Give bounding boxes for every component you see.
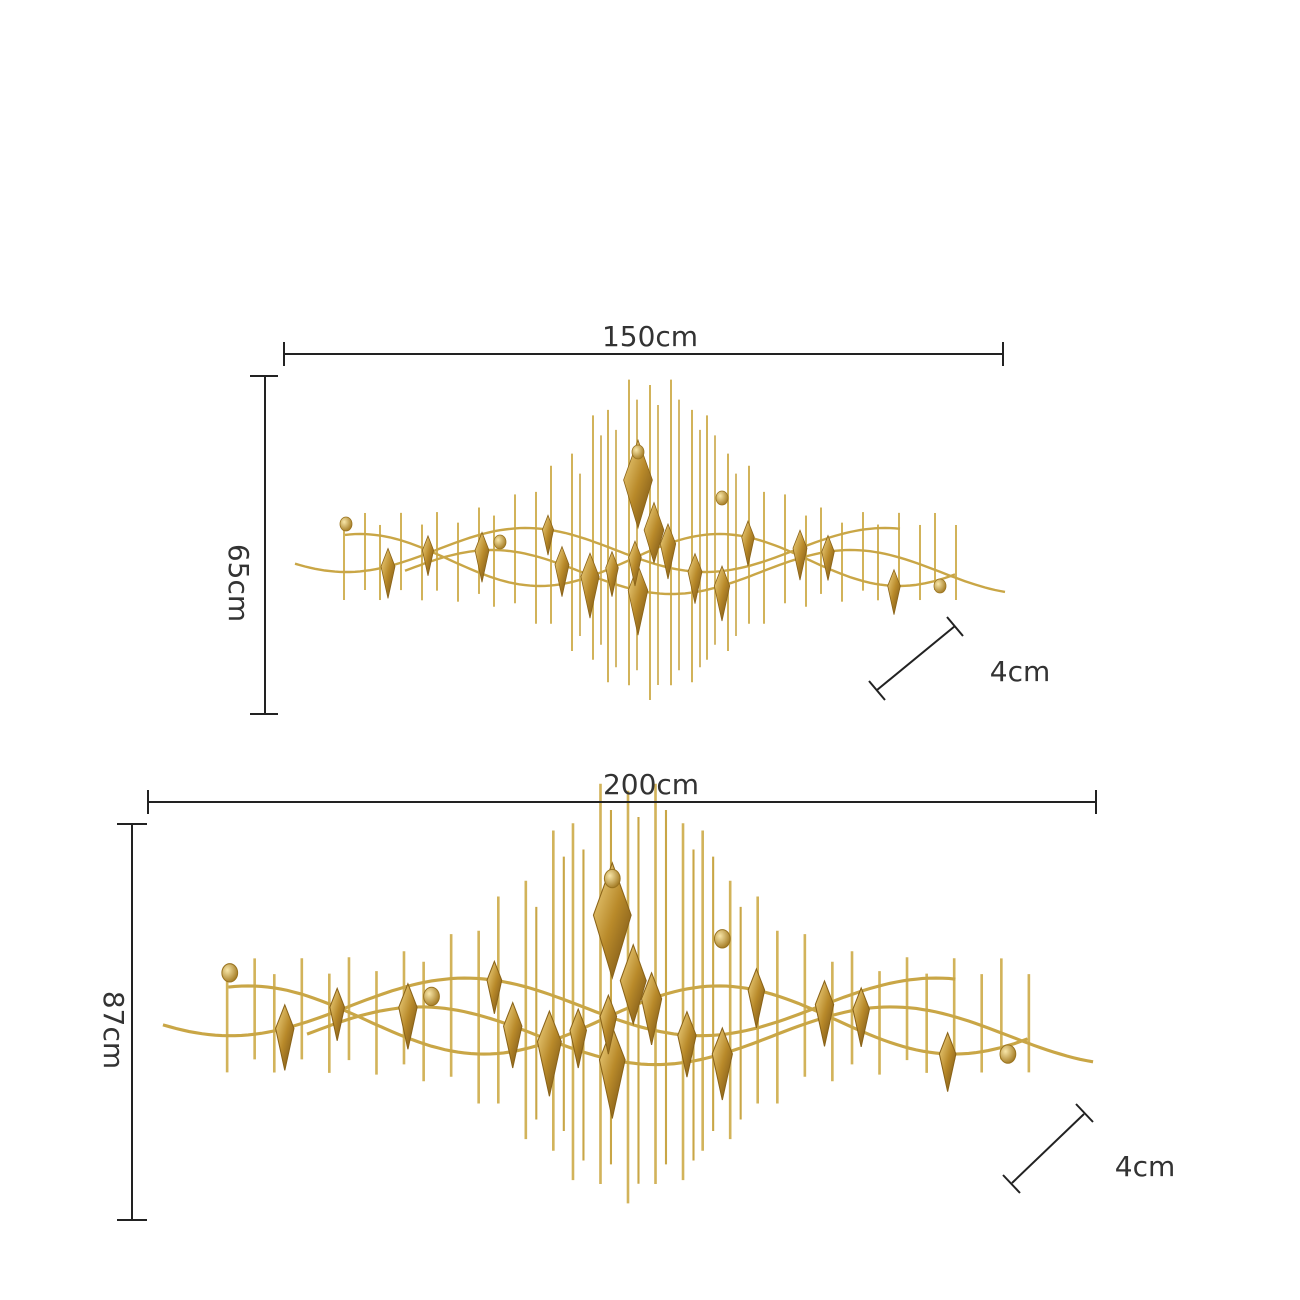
gold-ball <box>933 578 947 594</box>
wave <box>404 548 1006 596</box>
crystal-drop <box>628 539 642 587</box>
crystal-drop <box>659 522 677 580</box>
crystal-drop <box>619 943 647 1026</box>
crystal-drop <box>486 959 503 1014</box>
gold-ball <box>603 868 621 889</box>
depth-label: 4cm <box>990 655 1050 688</box>
dimension-end <box>1002 1174 1021 1194</box>
crystal-drop <box>554 545 570 597</box>
depth-dimension: 4cm <box>868 616 1050 701</box>
gold-ball <box>423 986 440 1007</box>
crystal-drop <box>814 979 835 1047</box>
crystal-drop <box>821 534 835 581</box>
crystal-drop <box>605 550 619 597</box>
width-label: 200cm <box>603 768 699 801</box>
gold-ball <box>631 444 645 460</box>
height-label: 87cm <box>97 991 130 1069</box>
crystal-drop <box>643 501 665 565</box>
sculpture <box>162 783 1094 1204</box>
gold-ball <box>493 534 507 550</box>
crystal-drop <box>599 993 618 1055</box>
crystal-drop <box>711 1026 733 1101</box>
crystal-drop <box>592 861 632 980</box>
depth-label: 4cm <box>1115 1150 1175 1183</box>
sculpture <box>294 379 1006 700</box>
gold-ball <box>715 490 729 506</box>
dimension-end <box>1075 1103 1094 1123</box>
gold-ball <box>221 963 239 983</box>
crystal-drop <box>380 547 396 599</box>
width-label: 150cm <box>602 320 698 353</box>
crystal-drop <box>640 971 663 1045</box>
dimension-line <box>1011 1113 1085 1184</box>
crystal-drop <box>398 982 418 1050</box>
depth-dimension: 4cm <box>1002 1103 1175 1194</box>
crystal-drop <box>569 1007 588 1069</box>
crystal-drop <box>421 534 435 576</box>
width-dimension: 200cm <box>147 768 1097 814</box>
crystal-drop <box>275 1003 295 1071</box>
crystal-drop <box>747 967 766 1028</box>
gold-ball <box>713 929 731 949</box>
width-dimension: 150cm <box>283 320 1004 366</box>
dimension-end <box>946 616 964 637</box>
gold-ball <box>999 1044 1017 1064</box>
dimension-line <box>876 625 956 691</box>
wave <box>306 1005 1094 1067</box>
crystal-drop <box>541 514 555 556</box>
height-dimension: 65cm <box>222 375 278 715</box>
crystal-drop <box>598 1025 626 1119</box>
crystal-drop <box>580 552 600 619</box>
height-dimension: 87cm <box>97 823 147 1221</box>
height-label: 65cm <box>222 544 255 622</box>
crystal-drop <box>741 519 755 567</box>
crystal-drop <box>503 1001 523 1069</box>
crystal-drop <box>887 568 901 615</box>
dimension-end <box>868 680 886 701</box>
crystal-drop <box>938 1031 957 1092</box>
product-small: 150cm 65cm 4cm <box>222 320 1050 715</box>
crystal-drop <box>536 1009 562 1097</box>
crystal-drop <box>627 564 649 636</box>
crystal-drop <box>474 531 490 583</box>
crystal-drop <box>792 529 808 581</box>
crystal-drop <box>623 438 653 530</box>
product-large: 200cm 87cm 4cm <box>97 768 1175 1221</box>
crystal-drop <box>329 986 346 1041</box>
crystal-drop <box>687 552 703 604</box>
crystal-drop <box>852 986 870 1047</box>
gold-ball <box>339 516 353 532</box>
crystal-drop <box>713 564 731 622</box>
crystal-drop <box>677 1010 697 1078</box>
